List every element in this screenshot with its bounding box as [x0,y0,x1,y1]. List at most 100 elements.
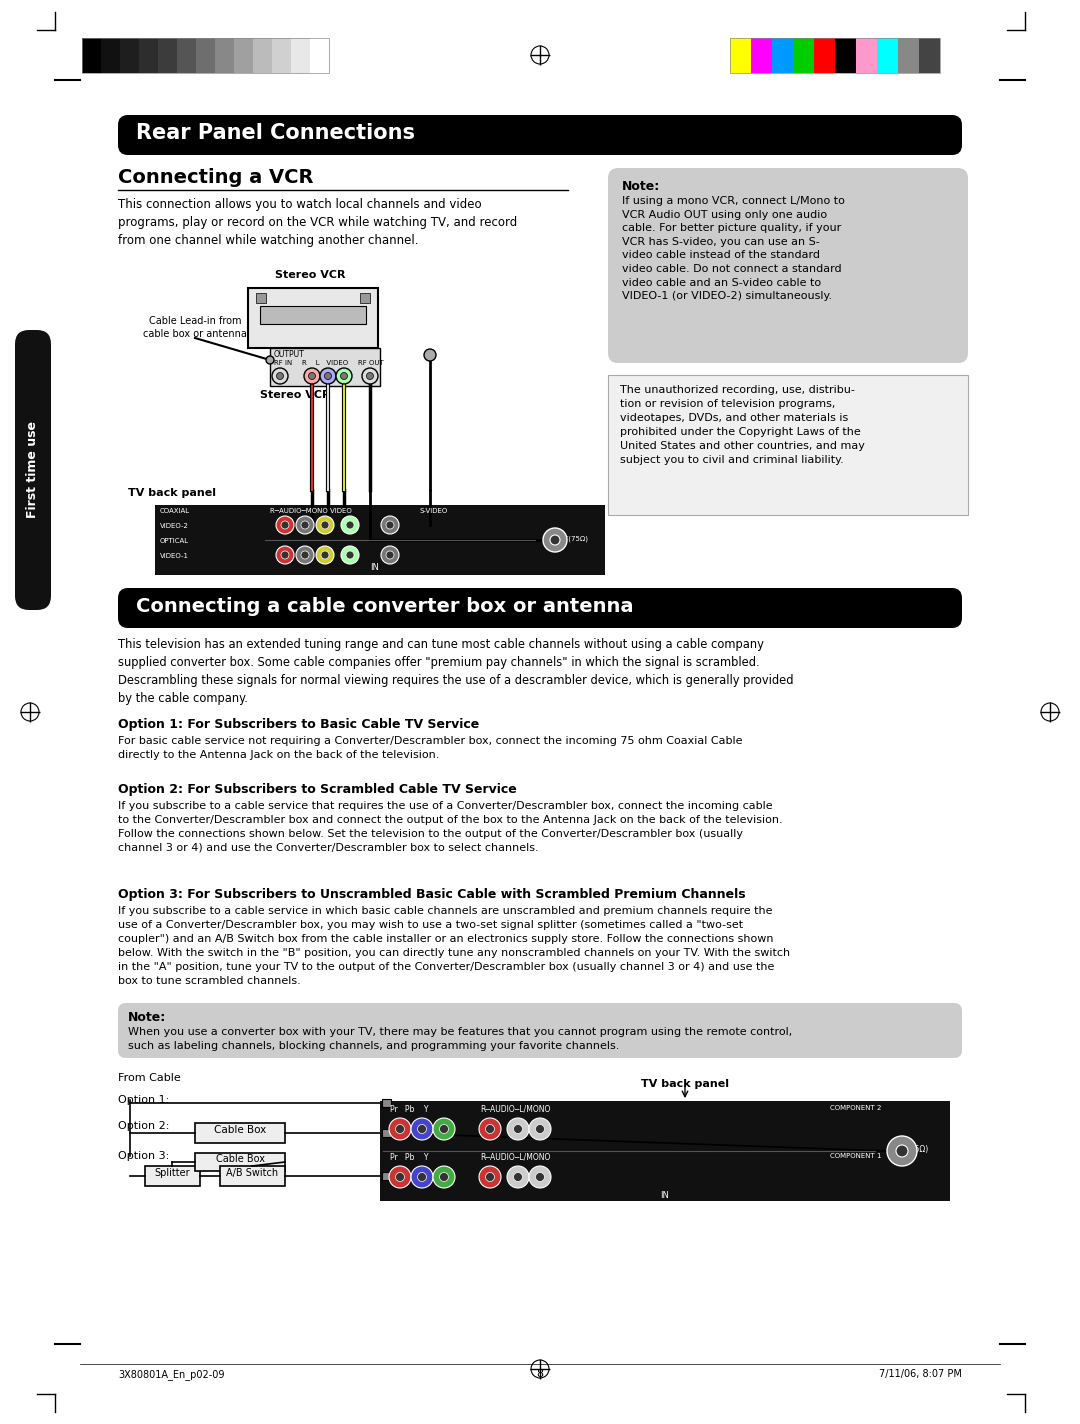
Circle shape [381,515,399,534]
Circle shape [276,373,283,380]
Circle shape [513,1172,523,1182]
Circle shape [341,515,359,534]
Bar [256,293,266,303]
Circle shape [507,1166,529,1188]
Bar [814,38,835,73]
Circle shape [309,373,315,380]
Circle shape [303,367,320,384]
Bar [177,38,195,73]
Bar [310,38,329,73]
Bar [253,38,272,73]
Circle shape [440,1172,448,1182]
Bar [291,38,310,73]
Text: R─AUDIO─MONO VIDEO: R─AUDIO─MONO VIDEO [270,508,352,514]
Bar [120,38,139,73]
Text: R─AUDIO─L/MONO: R─AUDIO─L/MONO [480,1105,551,1114]
Text: 3X80801A_En_p02-09: 3X80801A_En_p02-09 [118,1368,225,1380]
Circle shape [424,349,436,362]
Bar [382,1099,391,1106]
Bar [82,38,329,73]
Bar [897,38,919,73]
FancyBboxPatch shape [118,115,962,155]
Circle shape [529,1118,551,1141]
Text: If you subscribe to a cable service in which basic cable channels are unscramble: If you subscribe to a cable service in w… [118,906,791,985]
Bar [215,38,234,73]
Text: The unauthorized recording, use, distribu-
tion or revision of television progra: The unauthorized recording, use, distrib… [620,384,865,466]
Circle shape [486,1172,495,1182]
FancyBboxPatch shape [608,168,968,363]
Text: If using a mono VCR, connect L/Mono to
VCR Audio OUT using only one audio
cable.: If using a mono VCR, connect L/Mono to V… [622,197,845,302]
Text: R─AUDIO─L/MONO: R─AUDIO─L/MONO [480,1153,551,1162]
Text: OUTPUT: OUTPUT [274,350,305,359]
Text: OPTICAL: OPTICAL [160,538,189,544]
Text: Option 2: For Subscribers to Scrambled Cable TV Service: Option 2: For Subscribers to Scrambled C… [118,783,516,796]
Text: IN: IN [660,1190,669,1200]
Text: Connecting a cable converter box or antenna: Connecting a cable converter box or ante… [136,597,634,617]
Text: Stereo VCR: Stereo VCR [260,390,330,400]
Text: From Cable: From Cable [118,1074,180,1084]
Text: Cable Box: Cable Box [214,1125,266,1135]
Bar [382,1129,391,1136]
Circle shape [486,1125,495,1134]
Circle shape [341,545,359,564]
Text: TV back panel: TV back panel [642,1079,729,1089]
Bar [608,375,968,515]
Circle shape [296,545,314,564]
Bar [877,38,897,73]
Circle shape [346,551,354,560]
Circle shape [411,1166,433,1188]
Text: Rear Panel Connections: Rear Panel Connections [136,122,415,142]
Text: For basic cable service not requiring a Converter/Descrambler box, connect the i: For basic cable service not requiring a … [118,736,743,760]
Text: 8: 8 [537,1368,543,1378]
Circle shape [316,545,334,564]
Circle shape [433,1118,455,1141]
Circle shape [480,1118,501,1141]
Text: Cable Lead-in from
cable box or antenna: Cable Lead-in from cable box or antenna [143,316,247,339]
Text: Pr   Pb    Y: Pr Pb Y [390,1153,429,1162]
Text: RF OUT: RF OUT [357,360,383,366]
Bar [195,1124,285,1143]
Circle shape [301,551,309,560]
Text: Splitter: Splitter [154,1168,190,1178]
Bar [730,38,940,73]
Bar [793,38,814,73]
Bar [730,38,751,73]
Circle shape [395,1172,405,1182]
Circle shape [281,521,289,528]
Bar [234,38,253,73]
Bar [156,506,605,575]
FancyBboxPatch shape [15,330,51,609]
Bar [360,293,370,303]
Text: A/B Switch: A/B Switch [226,1168,278,1178]
Text: Option 3: For Subscribers to Unscrambled Basic Cable with Scrambled Premium Chan: Option 3: For Subscribers to Unscrambled… [118,889,745,901]
Circle shape [320,367,336,384]
Circle shape [362,367,378,384]
Circle shape [276,545,294,564]
Circle shape [296,515,314,534]
Circle shape [324,373,332,380]
Text: ANT(75Ω): ANT(75Ω) [892,1145,929,1153]
Text: COMPONENT 1: COMPONENT 1 [831,1153,881,1159]
Circle shape [301,521,309,528]
Bar [772,38,793,73]
Text: This connection allows you to watch local channels and video
programs, play or r: This connection allows you to watch loca… [118,198,517,246]
Bar [380,1101,950,1200]
FancyBboxPatch shape [118,1002,962,1058]
Text: VIDEO-1: VIDEO-1 [160,553,189,560]
Circle shape [395,1125,405,1134]
Bar [272,38,291,73]
Bar [195,38,215,73]
Circle shape [272,367,288,384]
Circle shape [433,1166,455,1188]
Text: When you use a converter box with your TV, there may be features that you cannot: When you use a converter box with your T… [129,1027,793,1051]
Bar [220,1166,285,1186]
Text: Note:: Note: [622,179,660,194]
Circle shape [513,1125,523,1134]
Bar [145,1166,200,1186]
Circle shape [266,356,274,365]
Circle shape [440,1125,448,1134]
Text: R    L   VIDEO: R L VIDEO [302,360,348,366]
Circle shape [887,1136,917,1166]
Bar [856,38,877,73]
Bar [835,38,856,73]
